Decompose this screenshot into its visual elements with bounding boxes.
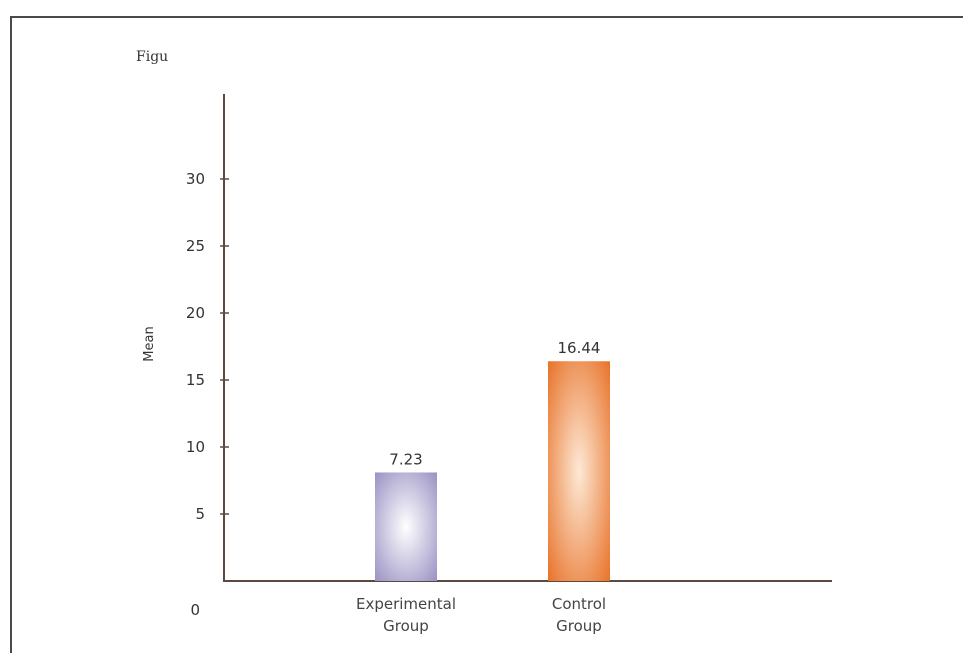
bar-value-label: 16.44 — [558, 339, 601, 357]
y-tick-label: 20 — [186, 304, 205, 322]
y-axis-title: Mean — [142, 326, 157, 361]
x-category-label: Group — [556, 617, 602, 635]
page-border-top — [10, 16, 963, 18]
x-category-label: Experimental — [356, 595, 456, 613]
y-tick-label: 30 — [186, 170, 205, 188]
y-tick-label: 10 — [186, 438, 205, 456]
bar-2 — [548, 361, 610, 581]
y-tick-label: 5 — [195, 505, 205, 523]
bar-1 — [375, 472, 437, 581]
x-category-label: Control — [552, 595, 606, 613]
bar-value-label: 7.23 — [389, 450, 422, 468]
y-tick-label: 25 — [186, 237, 205, 255]
y-zero-label: 0 — [190, 601, 200, 619]
y-tick-label: 15 — [186, 371, 205, 389]
figure-label: Figu — [136, 49, 169, 65]
page-border-left — [10, 16, 12, 653]
x-category-label: Group — [383, 617, 429, 635]
